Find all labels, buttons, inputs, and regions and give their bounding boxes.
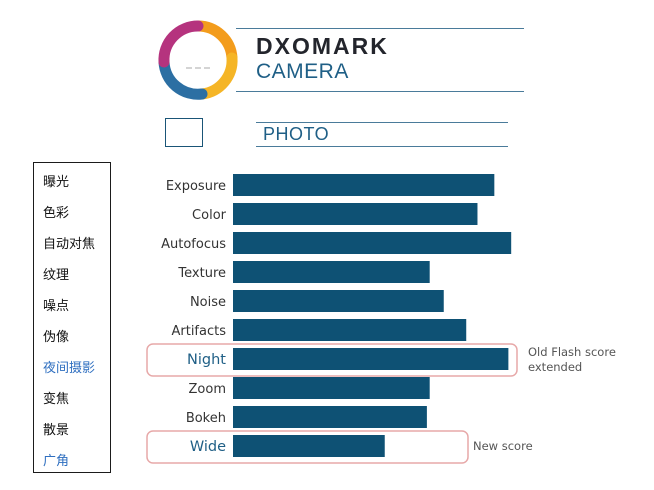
brand-subtitle: CAMERA xyxy=(256,60,349,83)
category-label-autofocus: Autofocus xyxy=(161,237,226,252)
bar-wide xyxy=(233,435,385,457)
legend-item-bokeh: 散景 xyxy=(43,423,70,438)
category-label-color: Color xyxy=(192,208,227,223)
category-label-noise: Noise xyxy=(190,295,226,310)
photo-icon-box xyxy=(165,118,203,147)
section-bottom-rule xyxy=(256,146,508,147)
bar-color xyxy=(233,203,478,225)
legend-item-zoom: 变焦 xyxy=(43,392,70,407)
legend-item-color: 色彩 xyxy=(43,206,70,221)
category-label-artifacts: Artifacts xyxy=(171,324,226,339)
category-label-zoom: Zoom xyxy=(189,382,226,397)
category-label-night: Night xyxy=(187,352,226,368)
legend-item-wide: 广角 xyxy=(43,454,70,469)
highlight-frame-night xyxy=(146,343,518,377)
section-title: PHOTO xyxy=(263,124,330,144)
brand-top-rule xyxy=(236,28,524,29)
brand-bottom-rule xyxy=(236,91,524,92)
legend-item-artifacts: 伪像 xyxy=(43,330,70,345)
category-label-wide: Wide xyxy=(190,439,226,455)
dxomark-logo-icon xyxy=(158,20,238,100)
brand-name: DXOMARK xyxy=(256,33,389,59)
category-label-texture: Texture xyxy=(177,266,226,281)
annotation-wide-line-0: New score xyxy=(473,439,533,453)
bar-autofocus xyxy=(233,232,512,254)
bar-bokeh xyxy=(233,406,427,428)
bar-noise xyxy=(233,290,444,312)
legend-item-autofocus: 自动对焦 xyxy=(43,237,96,252)
category-label-bokeh: Bokeh xyxy=(186,411,226,426)
bar-zoom xyxy=(233,377,430,399)
legend-item-night: 夜间摄影 xyxy=(43,361,96,376)
legend-item-texture: 纹理 xyxy=(43,268,70,283)
bar-night xyxy=(233,348,509,370)
bar-exposure xyxy=(233,174,495,196)
legend-item-exposure: 曝光 xyxy=(43,175,70,190)
annotation-night-line-1: extended xyxy=(528,360,582,374)
legend-item-noise: 噪点 xyxy=(43,299,70,314)
bar-artifacts xyxy=(233,319,467,341)
bar-texture xyxy=(233,261,430,283)
section-top-rule xyxy=(256,122,508,123)
highlight-frame-wide xyxy=(146,430,469,464)
category-translation-legend: 曝光 色彩 自动对焦 纹理 噪点 伪像 夜间摄影 变焦 散景 广角 xyxy=(33,162,111,473)
category-label-exposure: Exposure xyxy=(166,179,226,194)
annotation-night-line-0: Old Flash score xyxy=(528,345,616,359)
